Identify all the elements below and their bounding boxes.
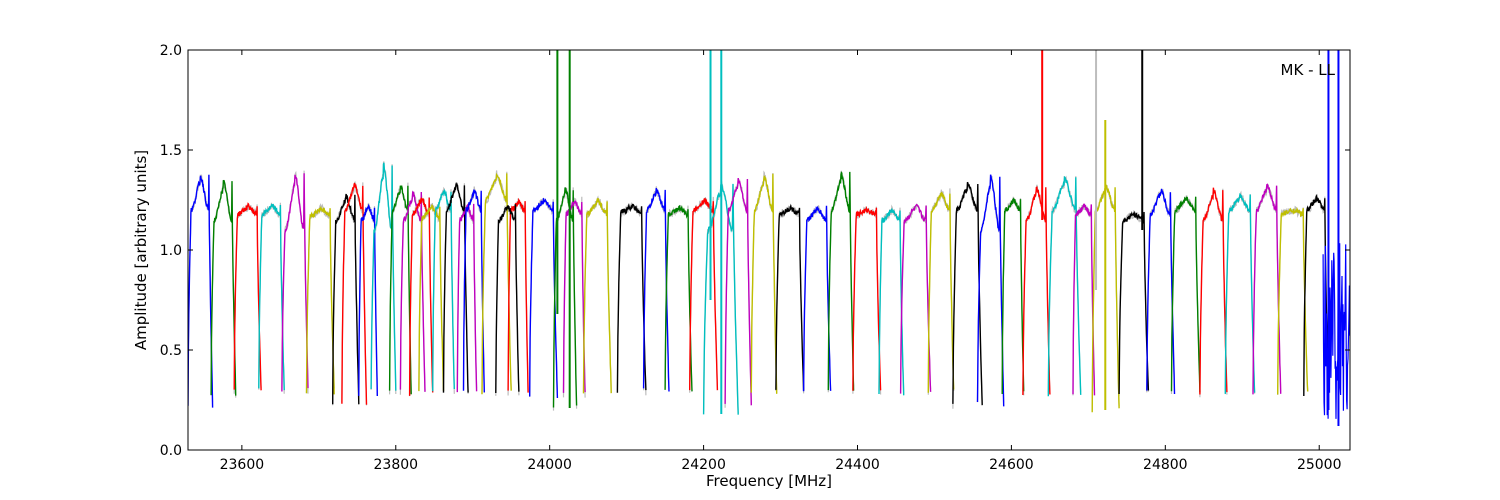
segment-line-43 [1022,186,1051,396]
segment-line-1 [188,174,214,408]
segment-line-51 [1224,192,1256,394]
segment-line-32 [750,173,778,394]
segment-line-22 [529,198,559,399]
segment-line-18 [462,189,485,393]
y-tick-label: 1.0 [160,243,182,259]
segment-line-2 [210,179,237,396]
x-tick-label: 24000 [527,457,572,473]
x-axis-label: Frequency [MHz] [706,472,832,490]
segment-line-21 [495,204,520,394]
segment-line-3 [233,202,262,391]
segment-line-45 [1072,203,1096,396]
segment-line-50 [1199,187,1228,395]
segment-line-47 [1118,210,1150,395]
segment-line-9 [358,203,378,397]
x-tick-label: 24800 [1143,457,1188,473]
y-tick-label: 0.5 [160,343,182,359]
segment-line-26 [616,203,647,393]
segment-line-49 [1170,195,1201,393]
segment-line-17 [456,203,478,393]
y-tick-label: 0.0 [160,443,182,459]
x-tick-label: 23600 [220,457,265,473]
gray-segment-line [1047,175,1082,393]
segment-line-7 [332,193,360,405]
segment-line-4 [258,203,285,391]
segment-line-41 [976,174,1005,407]
x-axis-ticks: 23600 23800 24000 24200 24400 24600 24800 25000 [220,50,1342,473]
x-tick-label: 24400 [835,457,880,473]
segment-line-31 [724,177,752,406]
segment-line-39 [927,191,955,393]
segment-line-40 [952,181,983,406]
segment-line-36 [852,205,882,391]
segment-line-19 [481,172,512,395]
segment-line-27 [642,188,670,392]
segment-line-6 [305,205,335,395]
segment-line-28 [664,204,693,392]
x-tick-label: 24600 [989,457,1034,473]
gray-segment-line [481,170,512,394]
y-axis-ticks: 0.0 0.5 1.0 1.5 2.0 [160,43,1350,459]
segment-line-38 [899,203,932,394]
x-tick-label: 24200 [681,457,726,473]
segment-line-35 [827,171,855,391]
segment-line-53 [1277,206,1309,395]
y-axis-label: Amplitude [arbitrary units] [132,150,150,350]
segment-line-5 [281,173,309,392]
segment-line-33 [775,203,805,391]
segment-line-12 [399,190,426,392]
y-tick-label: 2.0 [160,43,182,59]
segment-line-25 [582,197,612,394]
segment-line-13 [408,197,434,396]
segment-line-44 [1047,176,1082,397]
y-tick-label: 1.5 [160,143,182,159]
segment-line-14 [418,204,445,392]
segment-line-42 [1001,197,1025,395]
x-tick-label: 25000 [1297,457,1342,473]
segment-line-16 [442,182,469,393]
segment-line-15 [432,188,455,392]
segment-line-8 [341,182,368,405]
segment-line-48 [1146,188,1176,395]
plot-area [188,50,1350,426]
segment-line-37 [878,208,905,396]
segment-line-29 [689,197,719,391]
segment-line-34 [802,205,832,392]
segment-line-52 [1252,183,1282,395]
segment-line-24 [562,200,586,393]
segment-line-20 [507,197,529,393]
segment-line-54 [1303,193,1330,397]
panel-annotation: MK - LL [1281,61,1336,79]
x-tick-label: 23800 [374,457,419,473]
